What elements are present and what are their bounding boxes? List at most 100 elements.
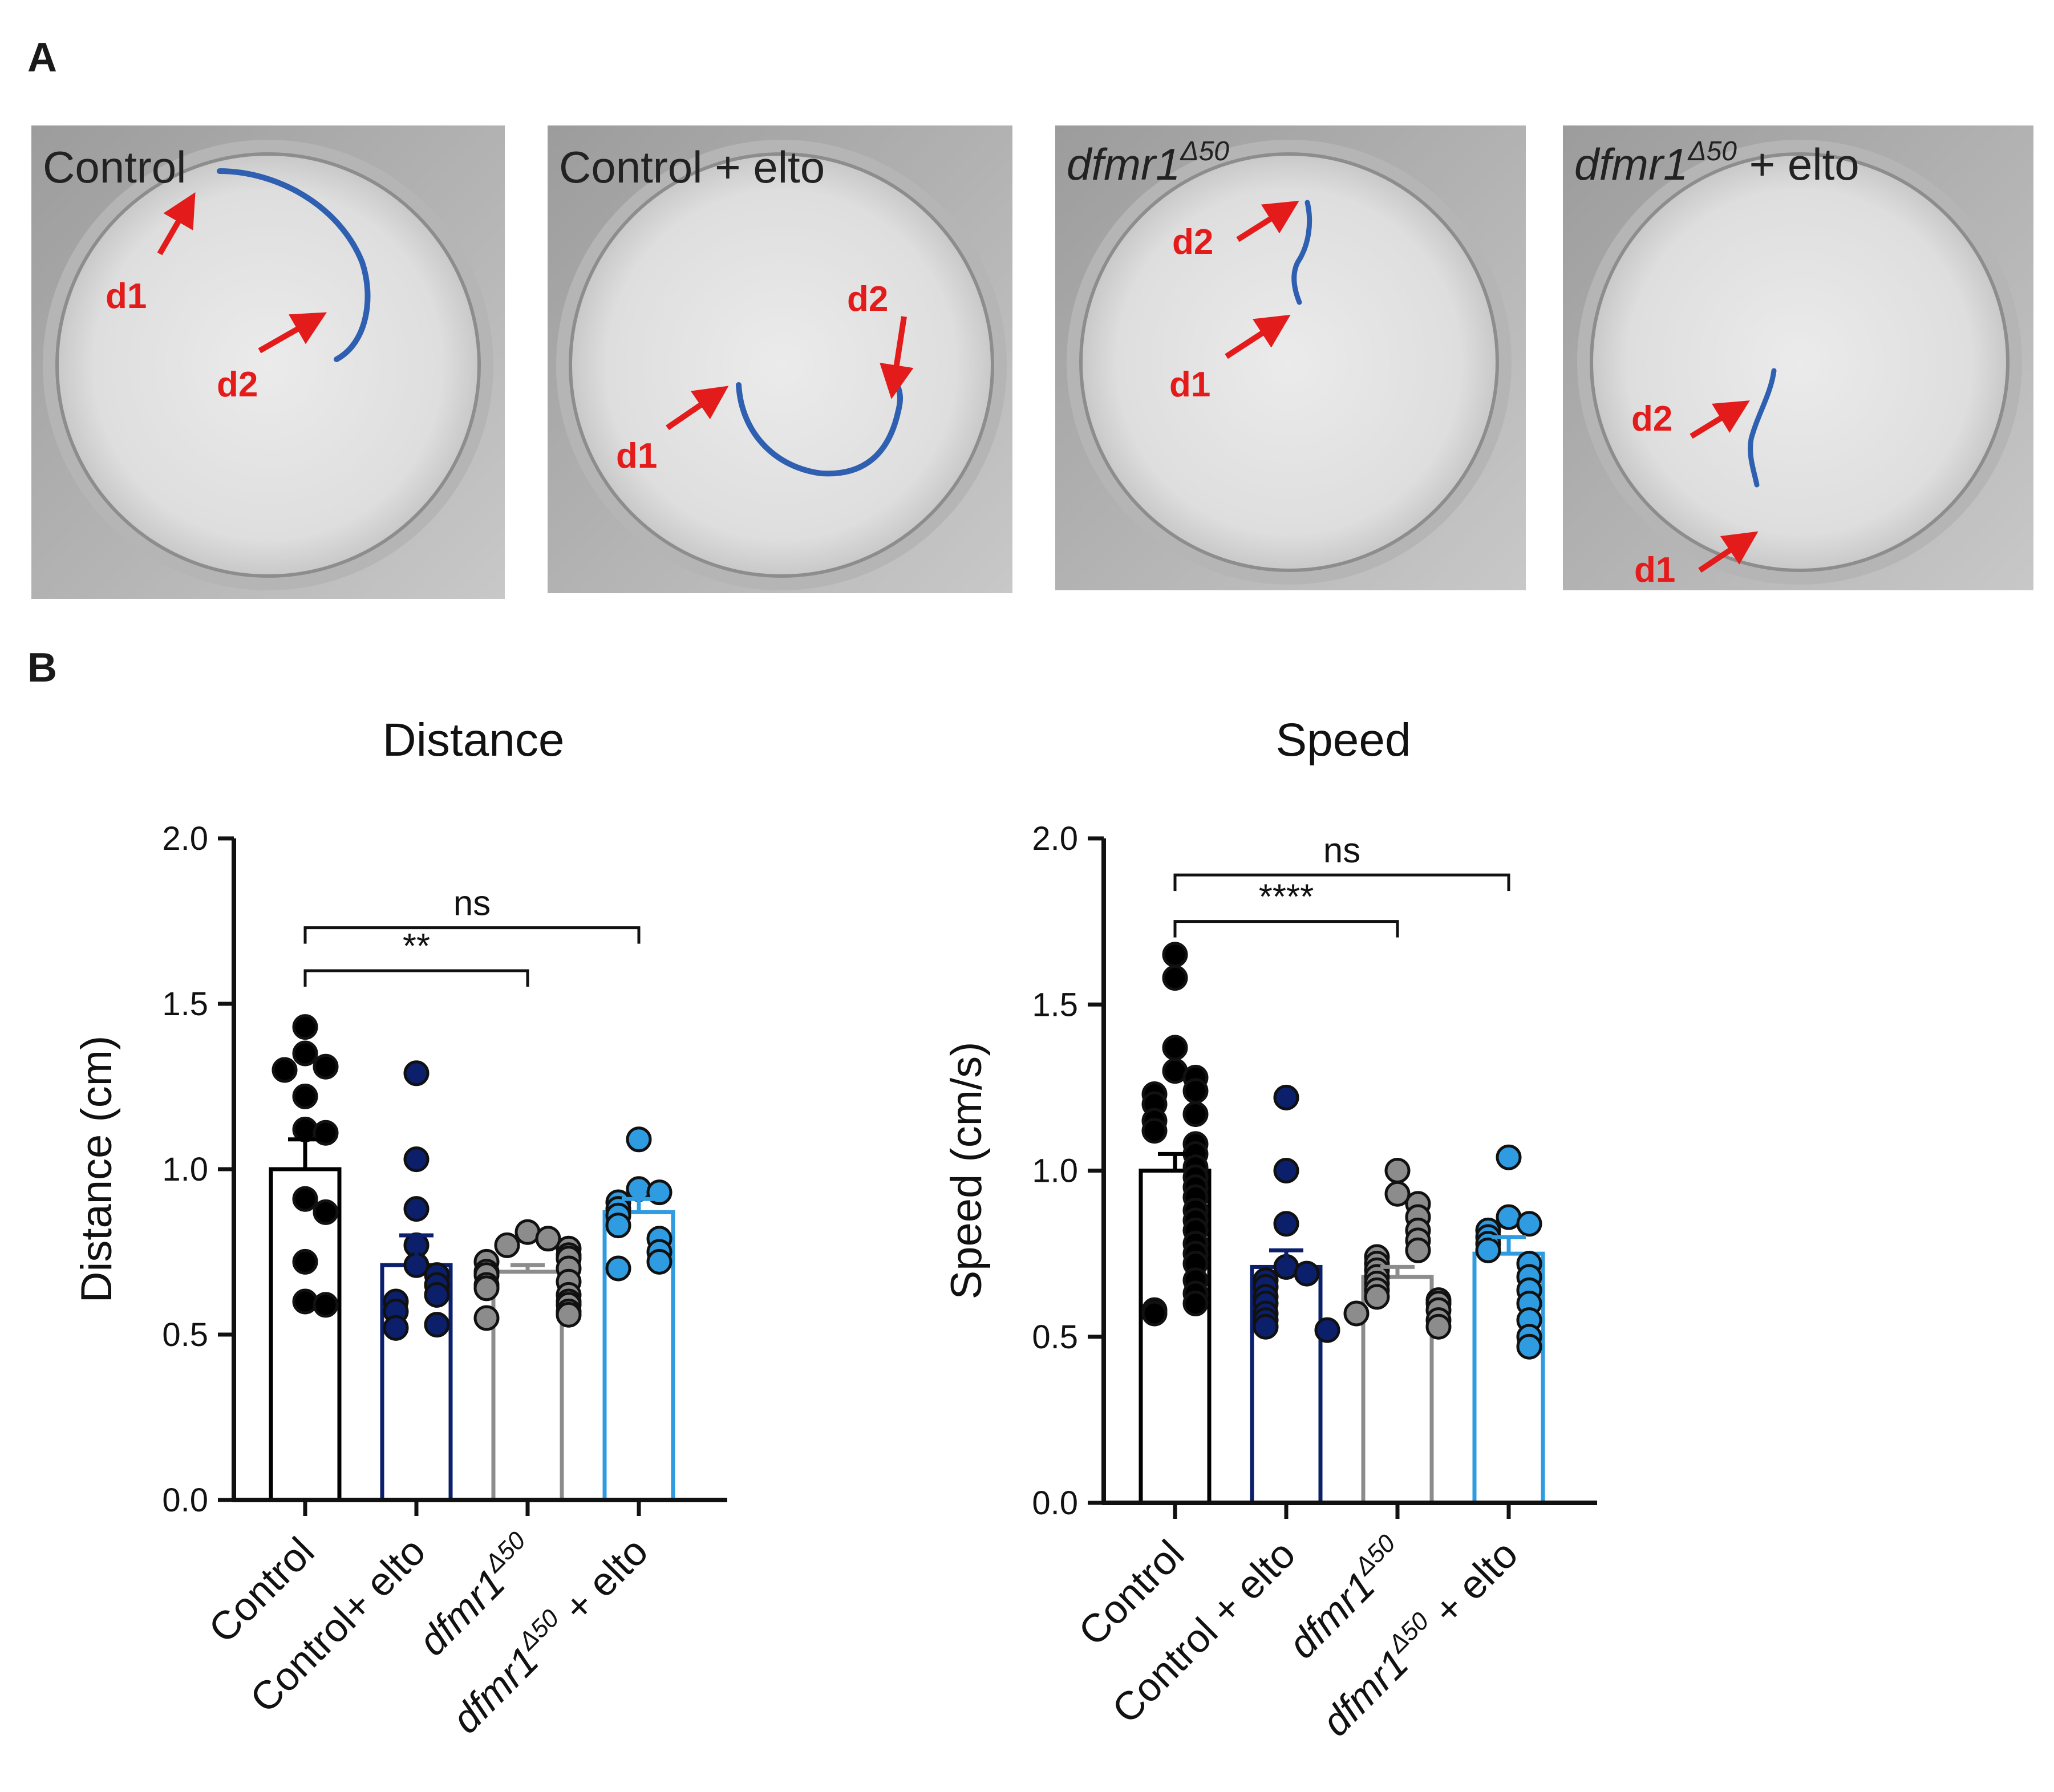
photo-label: Control + elto — [559, 142, 825, 192]
data-point — [1516, 1211, 1542, 1237]
y-tick-label: 2.0 — [1032, 820, 1078, 857]
data-point — [1141, 1300, 1168, 1327]
y-axis-title: Speed (cm/s) — [942, 1042, 991, 1300]
label-d1: d1 — [616, 436, 657, 476]
arena-photo-control: d1 d2 Control — [31, 125, 505, 599]
arrow-d1 — [1225, 314, 1291, 359]
data-point — [292, 1040, 318, 1067]
significance-bracket — [303, 926, 641, 944]
arena-dish-inner — [1590, 152, 2010, 572]
label-d1: d1 — [1634, 550, 1675, 590]
significance-bracket — [1173, 920, 1399, 938]
data-point — [272, 1057, 298, 1083]
arena-dish-inner — [1079, 152, 1499, 572]
significance-label: ns — [453, 884, 491, 923]
y-tick-label: 0.5 — [162, 1316, 208, 1353]
data-point — [1182, 1078, 1209, 1104]
data-point — [292, 1248, 318, 1275]
data-point — [313, 1053, 339, 1080]
significance-label: ** — [403, 927, 430, 966]
arena-photo-control-elto: d1 d2 Control + elto — [548, 125, 1012, 593]
data-point — [292, 1288, 318, 1315]
arrow-d1 — [1698, 531, 1759, 573]
significance-label: **** — [1259, 878, 1314, 917]
data-point — [605, 1213, 631, 1239]
chart-title: Speed — [1275, 714, 1411, 766]
label-d2: d2 — [217, 365, 258, 404]
significance-bracket — [1173, 873, 1510, 891]
x-category-label: dfmr1Δ50 + elto — [441, 1526, 657, 1742]
data-point — [424, 1312, 450, 1338]
data-point — [1182, 1101, 1209, 1127]
arrow-d2 — [1236, 200, 1299, 242]
data-point — [292, 1014, 318, 1040]
arrow-d1 — [157, 192, 196, 256]
label-d2: d2 — [1631, 399, 1672, 439]
y-tick-label: 0.5 — [1032, 1319, 1078, 1356]
data-point — [1253, 1313, 1279, 1340]
y-tick-label: 1.0 — [1032, 1153, 1078, 1190]
arena-photo-dfmr1: d1 d2 dfmr1Δ50 — [1055, 125, 1526, 590]
significance-label: ns — [1323, 831, 1360, 870]
data-point — [1141, 1118, 1168, 1144]
panel-letter-b: B — [27, 645, 57, 691]
data-point — [403, 1060, 430, 1086]
data-point — [1516, 1333, 1542, 1360]
data-point — [1384, 1158, 1411, 1183]
data-point — [403, 1146, 430, 1173]
data-point — [292, 1083, 318, 1109]
panel-letter-a: A — [27, 35, 57, 80]
photo-label: Control — [43, 142, 186, 192]
label-d1: d1 — [106, 277, 147, 316]
bar-2 — [1361, 1275, 1434, 1505]
data-point — [535, 1226, 561, 1252]
data-point — [313, 1199, 339, 1225]
data-point — [1162, 965, 1188, 991]
photo-label: dfmr1Δ50 + elto — [1574, 136, 1859, 189]
fly-track — [736, 382, 903, 477]
category-suffix: + elto — [1417, 1531, 1526, 1640]
bar-2 — [491, 1270, 564, 1502]
data-point — [1273, 1211, 1299, 1237]
label-d2: d2 — [1172, 222, 1213, 262]
arena-photo-dfmr1-elto: d1 d2 dfmr1Δ50 + elto — [1563, 125, 2033, 590]
fly-track — [1291, 200, 1312, 305]
data-point — [1343, 1300, 1370, 1327]
data-point — [1405, 1237, 1431, 1263]
x-category-label: dfmr1Δ50 + elto — [1311, 1529, 1526, 1745]
data-point — [1294, 1260, 1320, 1287]
y-tick-label: 1.0 — [162, 1151, 208, 1188]
data-point — [292, 1186, 318, 1212]
fly-track — [217, 168, 371, 362]
arrow-d2 — [880, 316, 914, 399]
label-d1: d1 — [1169, 365, 1210, 404]
data-point — [494, 1232, 520, 1258]
y-tick-label: 1.5 — [162, 986, 208, 1023]
y-tick-label: 0.0 — [1032, 1485, 1078, 1522]
arrow-d2 — [258, 312, 327, 354]
data-point — [1496, 1144, 1522, 1170]
fly-track — [1748, 368, 1777, 488]
data-point — [556, 1302, 582, 1328]
y-tick-label: 1.5 — [1032, 986, 1078, 1023]
significance-bracket — [303, 969, 529, 987]
data-point — [1162, 1035, 1188, 1061]
category-suffix: + elto — [547, 1529, 656, 1637]
y-tick-label: 2.0 — [162, 820, 208, 857]
arena-dish-inner — [569, 152, 994, 578]
data-point — [1425, 1313, 1452, 1340]
data-point — [1314, 1317, 1340, 1343]
data-point — [403, 1196, 430, 1222]
arena-dish-inner — [55, 152, 481, 578]
data-point — [1273, 1158, 1299, 1183]
data-point — [424, 1282, 450, 1308]
photo-label: dfmr1Δ50 — [1067, 136, 1229, 189]
data-point — [1273, 1084, 1299, 1110]
data-point — [605, 1255, 631, 1282]
data-point — [473, 1275, 500, 1302]
arrow-d2 — [1690, 400, 1750, 439]
data-point — [1475, 1237, 1501, 1263]
